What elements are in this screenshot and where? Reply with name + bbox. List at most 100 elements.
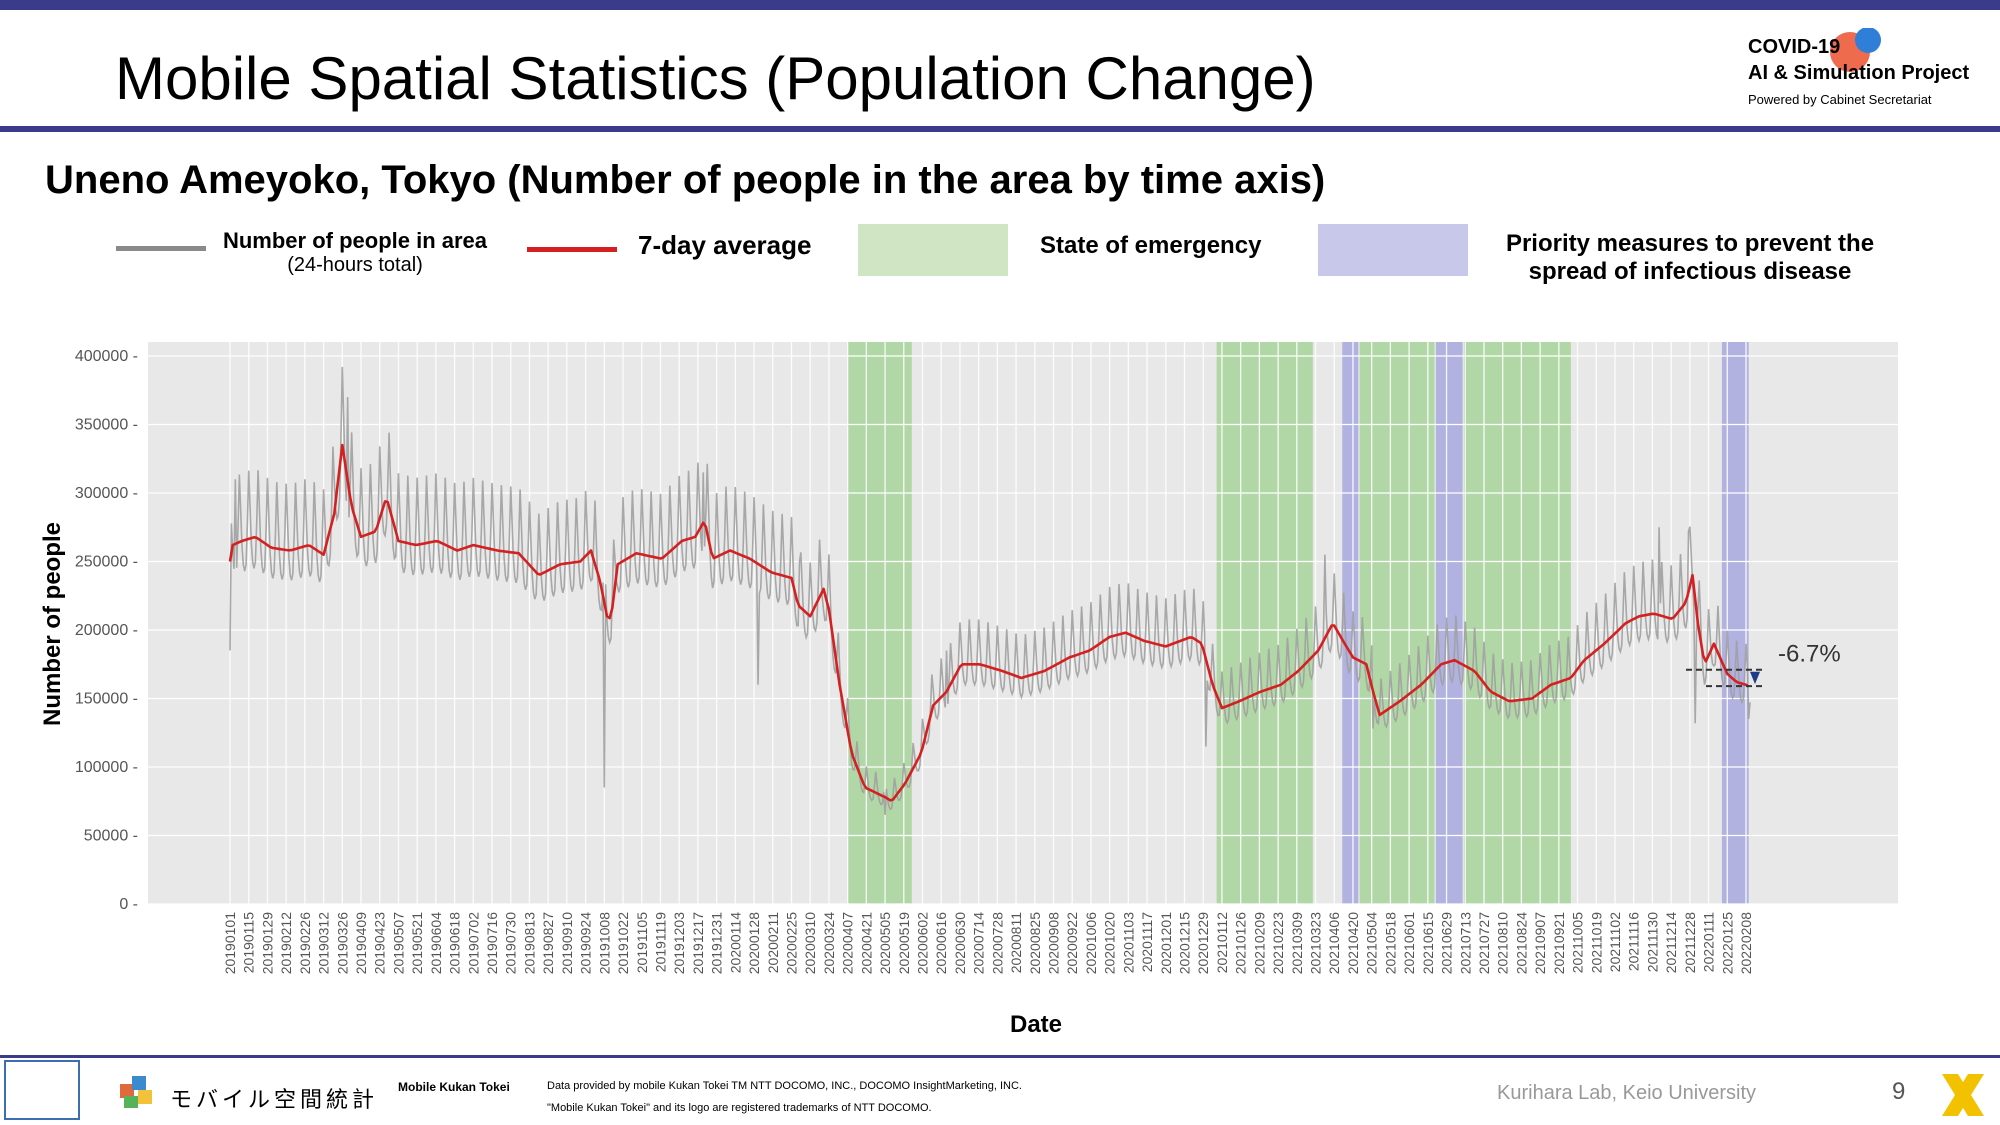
- x-tick-label: 20190618: [447, 912, 463, 975]
- x-tick-label: 20200602: [914, 912, 930, 975]
- legend-label-priority-line1: Priority measures to prevent the: [1505, 230, 1875, 257]
- logo-title-line1: COVID-19: [1748, 36, 1841, 58]
- x-tick-label: 20210112: [1214, 912, 1230, 973]
- x-tick-label: 20200407: [840, 912, 856, 975]
- x-tick-label: 20191008: [596, 912, 612, 975]
- x-tick-label: 20200128: [746, 912, 762, 975]
- lab-credit: Kurihara Lab, Keio University: [1497, 1082, 1757, 1104]
- legend-label-priority-line2: spread of infectious disease: [1528, 258, 1852, 285]
- x-tick-label: 20190423: [372, 912, 388, 975]
- x-tick-label: 20200630: [952, 912, 968, 975]
- x-tick-label: 20190129: [259, 912, 275, 975]
- x-tick-label: 20190115: [241, 912, 257, 973]
- x-tick-label: 20220111: [1701, 912, 1717, 972]
- x-tick-label: 20190226: [297, 912, 313, 975]
- y-tick-label: 350000 -: [75, 417, 138, 434]
- x-tick-label: 20200908: [1046, 912, 1062, 975]
- x-tick-label: 20200825: [1027, 912, 1043, 975]
- x-tick-label: 20210921: [1551, 912, 1567, 975]
- period-band-priority: [1721, 342, 1749, 904]
- x-tick-label: 20210223: [1270, 912, 1286, 975]
- slide-title: Mobile Spatial Statistics (Population Ch…: [115, 45, 1316, 112]
- x-tick-label: 20190521: [409, 912, 425, 975]
- legend-label-daily-main: Number of people in area: [222, 228, 488, 253]
- x-tick-label: 20191105: [634, 912, 650, 973]
- x-tick-label: 20210713: [1457, 912, 1473, 975]
- x-tick-label: 20210601: [1401, 912, 1417, 975]
- logo-title-line2: AI & Simulation Project: [1748, 62, 1970, 84]
- x-tick-label: 20191119: [652, 912, 668, 972]
- x-axis-label: Date: [1010, 1011, 1062, 1038]
- x-tick-label: 20211130: [1644, 912, 1660, 972]
- x-tick-label: 20201006: [1083, 912, 1099, 975]
- x-tick-label: 20201020: [1102, 912, 1118, 975]
- x-tick-label: 20210323: [1308, 912, 1324, 975]
- x-tick-label: 20200324: [821, 912, 837, 975]
- population-chart: 0 - 50000 - 100000 - 150000 - 200000 - 250000…: [39, 342, 1898, 1038]
- x-tick-label: 20200505: [877, 912, 893, 975]
- legend-swatch-priority: [1318, 224, 1468, 276]
- x-tick-label: 20190312: [316, 912, 332, 975]
- annotations: -6.7%: [1686, 641, 1841, 688]
- period-band-emergency: [847, 342, 912, 904]
- x-tick-label: 20210309: [1289, 912, 1305, 975]
- x-tick-label: 20201229: [1195, 912, 1211, 975]
- x-tick-label: 20200310: [802, 912, 818, 975]
- x-tick-label: 20190910: [559, 912, 575, 975]
- plot-background: [148, 342, 1898, 904]
- legend-label-priority: Priority measures to prevent the spread …: [1490, 230, 1890, 286]
- chart-title: Uneno Ameyoko, Tokyo (Number of people i…: [45, 158, 1326, 202]
- university-logo-icon: [4, 1060, 80, 1120]
- avg-series: [228, 443, 1750, 802]
- period-band-emergency: [1216, 342, 1313, 904]
- x-tick-label: 20210824: [1513, 912, 1529, 975]
- mobile-kukan-logo-icon: [112, 1072, 162, 1112]
- y-tick-label: 150000 -: [75, 691, 138, 708]
- legend-label-daily: Number of people in area (24-hours total…: [215, 228, 495, 277]
- footer-credit-line2: "Mobile Kukan Tokei" and its logo are re…: [547, 1102, 932, 1114]
- y-tick-label: 0 -: [119, 896, 138, 913]
- x-tick-label: 20210727: [1476, 912, 1492, 975]
- project-logo-mark: [1826, 27, 1886, 78]
- x-tick-label: 20200616: [933, 912, 949, 975]
- x-brand-icon: [1938, 1070, 1988, 1120]
- page-number: 9: [1892, 1078, 1906, 1105]
- x-tick-label: 20220125: [1719, 912, 1735, 975]
- legend-swatch-daily: [116, 246, 206, 251]
- x-tick-label: 20211214: [1663, 912, 1679, 973]
- legend-label-avg: 7-day average: [638, 230, 812, 260]
- x-tick-label: 20210810: [1495, 912, 1511, 975]
- x-tick-label: 20200714: [971, 912, 987, 975]
- daily-line: [229, 366, 1751, 816]
- y-tick-label: 50000 -: [84, 828, 138, 845]
- x-tick-label: 20191203: [671, 912, 687, 975]
- x-tick-label: 20200211: [765, 912, 781, 973]
- x-tick-label: 20200114: [727, 912, 743, 973]
- x-tick-label: 20210629: [1439, 912, 1455, 975]
- legend-label-emergency: State of emergency: [1040, 232, 1262, 259]
- top-accent-bar: [0, 0, 2000, 10]
- x-tick-label: 20211116: [1626, 912, 1642, 971]
- x-tick-label: 20210406: [1326, 912, 1342, 975]
- legend-swatch-emergency: [858, 224, 1008, 276]
- y-tick-label: 300000 -: [75, 485, 138, 502]
- legend-label-daily-sub: (24-hours total): [287, 254, 423, 276]
- x-tick-label: 20211019: [1588, 912, 1604, 973]
- annotation-arrow-icon: [1750, 671, 1760, 685]
- legend-swatch-avg: [527, 247, 617, 252]
- x-tick-label: 20201117: [1139, 912, 1155, 972]
- y-axis-label: Number of people: [39, 522, 66, 726]
- x-tick-label: 20210209: [1251, 912, 1267, 975]
- x-tick-label: 20190827: [540, 912, 556, 975]
- x-tick-label: 20210907: [1532, 912, 1548, 975]
- x-tick-label: 20200519: [896, 912, 912, 975]
- logo-subtitle: Powered by Cabinet Secretariat: [1748, 92, 1932, 107]
- period-band-priority: [1435, 342, 1463, 904]
- x-tick-label: 20200922: [1064, 912, 1080, 975]
- horizontal-gridlines: [148, 355, 1898, 905]
- x-tick-labels: 20190101 20190115 20190129 20190212 20190226…: [222, 912, 1754, 975]
- x-tick-label: 20210504: [1364, 912, 1380, 975]
- x-tick-label: 20200225: [783, 912, 799, 975]
- logo-circles-icon: [1830, 27, 1881, 72]
- x-tick-label: 20210615: [1420, 912, 1436, 975]
